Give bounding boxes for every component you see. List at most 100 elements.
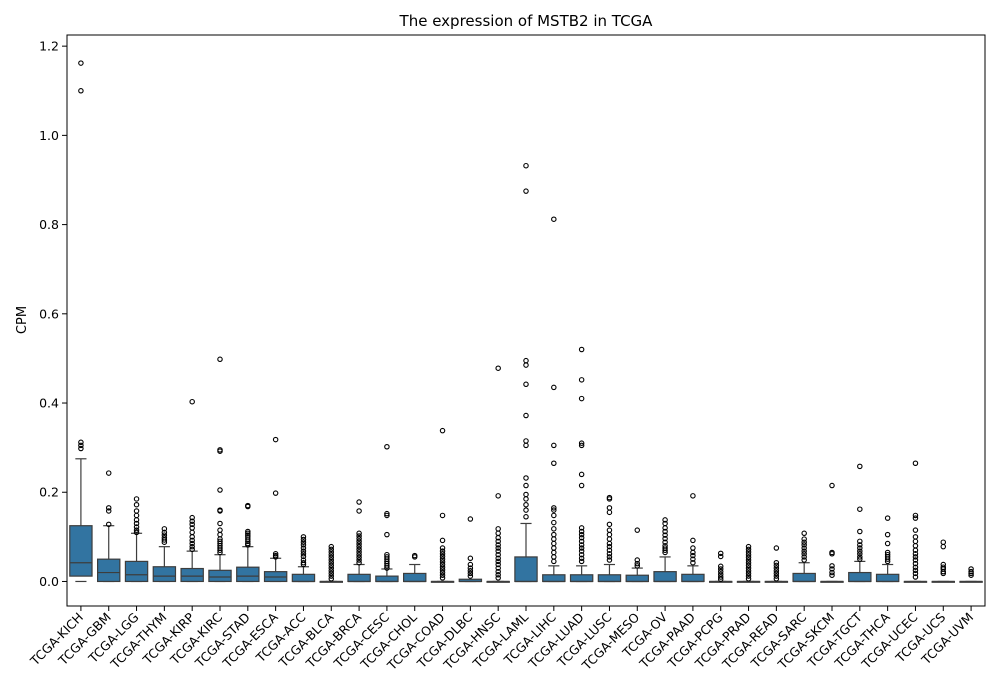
outlier-point [161, 537, 168, 543]
outlier-point [300, 551, 307, 557]
outlier-point [745, 576, 752, 582]
box-iqr [403, 572, 427, 583]
outlier-point [105, 508, 112, 514]
box-group [430, 427, 455, 583]
outlier-point [495, 526, 501, 532]
box-group [319, 543, 343, 583]
outlier-point [523, 501, 529, 508]
outlier-point [551, 540, 557, 547]
outlier-point [217, 356, 223, 363]
outlier-point [78, 442, 84, 449]
outlier-point [356, 543, 362, 550]
outlier-point [133, 496, 140, 502]
outlier-point [578, 377, 585, 383]
outlier-point [411, 554, 418, 560]
outlier-point [940, 539, 947, 545]
outlier-point [606, 547, 613, 553]
box-iqr [681, 573, 705, 583]
outlier-point [217, 549, 223, 556]
outlier-point [606, 540, 613, 547]
outlier-point [161, 539, 168, 545]
outlier-point [300, 539, 307, 545]
box-iqr [208, 569, 232, 583]
outlier-point [551, 442, 557, 449]
outlier-point [189, 546, 195, 553]
outlier-point [78, 88, 84, 94]
outlier-point [578, 442, 585, 449]
outlier-point [662, 528, 668, 535]
outlier-point [495, 561, 501, 568]
outlier-point [551, 512, 557, 519]
outlier-point [245, 503, 251, 510]
outlier-point [523, 362, 529, 368]
outlier-point [606, 496, 613, 502]
outlier-point [133, 527, 140, 533]
outlier-point [606, 509, 613, 516]
outlier-point [551, 507, 557, 513]
box-group [291, 534, 316, 583]
outlier-point [439, 572, 446, 578]
outlier-point [745, 557, 752, 563]
box-group [208, 356, 232, 583]
outlier-point [773, 570, 780, 577]
outlier-point [272, 436, 279, 443]
outlier-point [717, 550, 724, 557]
outlier-point [551, 460, 557, 466]
outlier-point [717, 566, 724, 572]
outlier-point [356, 508, 362, 514]
outlier-point [300, 534, 307, 540]
outlier-point [829, 482, 835, 489]
outlier-point [745, 565, 752, 571]
box-group [96, 470, 121, 583]
outlier-point [328, 573, 335, 579]
outlier-point [328, 565, 335, 571]
outlier-point [884, 556, 891, 562]
outlier-point [690, 556, 696, 562]
outlier-point [217, 527, 223, 533]
box-group [403, 552, 427, 583]
outlier-point [773, 573, 780, 579]
outlier-point [578, 440, 585, 446]
outlier-point [133, 508, 140, 514]
outlier-point [551, 554, 557, 560]
outlier-point [717, 553, 724, 560]
outlier-point [857, 551, 863, 557]
outlier-point [578, 551, 585, 558]
outlier-point [467, 565, 474, 571]
box-group [597, 494, 622, 583]
plot-frame [66, 34, 986, 607]
box-group [542, 216, 566, 583]
outlier-point [384, 565, 390, 571]
outlier-point [161, 526, 168, 532]
outlier-point [551, 519, 557, 526]
outlier-point [495, 548, 501, 554]
outlier-point [717, 574, 724, 580]
outlier-point [217, 487, 223, 493]
outlier-point [662, 532, 668, 538]
outlier-point [328, 559, 335, 566]
outlier-point [217, 531, 223, 538]
outlier-point [439, 569, 446, 576]
outlier-point [606, 551, 613, 557]
outlier-point [523, 188, 529, 194]
y-tick-label: 0.8 [39, 217, 59, 232]
outlier-point [884, 540, 891, 547]
box-iqr [291, 573, 316, 583]
outlier-point [912, 551, 919, 557]
outlier-point [523, 381, 529, 388]
outlier-point [773, 559, 780, 566]
outlier-point [551, 549, 557, 556]
outlier-point [300, 559, 307, 566]
outlier-point [801, 551, 807, 557]
outlier-point [439, 567, 446, 573]
outlier-point [884, 515, 891, 521]
outlier-point [189, 534, 195, 540]
outlier-point [356, 554, 362, 561]
outlier-point [328, 570, 335, 577]
y-tick-label: 0.4 [39, 396, 59, 411]
outlier-point [606, 531, 613, 538]
box-iqr [625, 574, 649, 583]
outlier-point [245, 542, 251, 548]
outlier-point [912, 538, 919, 545]
outlier-point [578, 542, 585, 548]
